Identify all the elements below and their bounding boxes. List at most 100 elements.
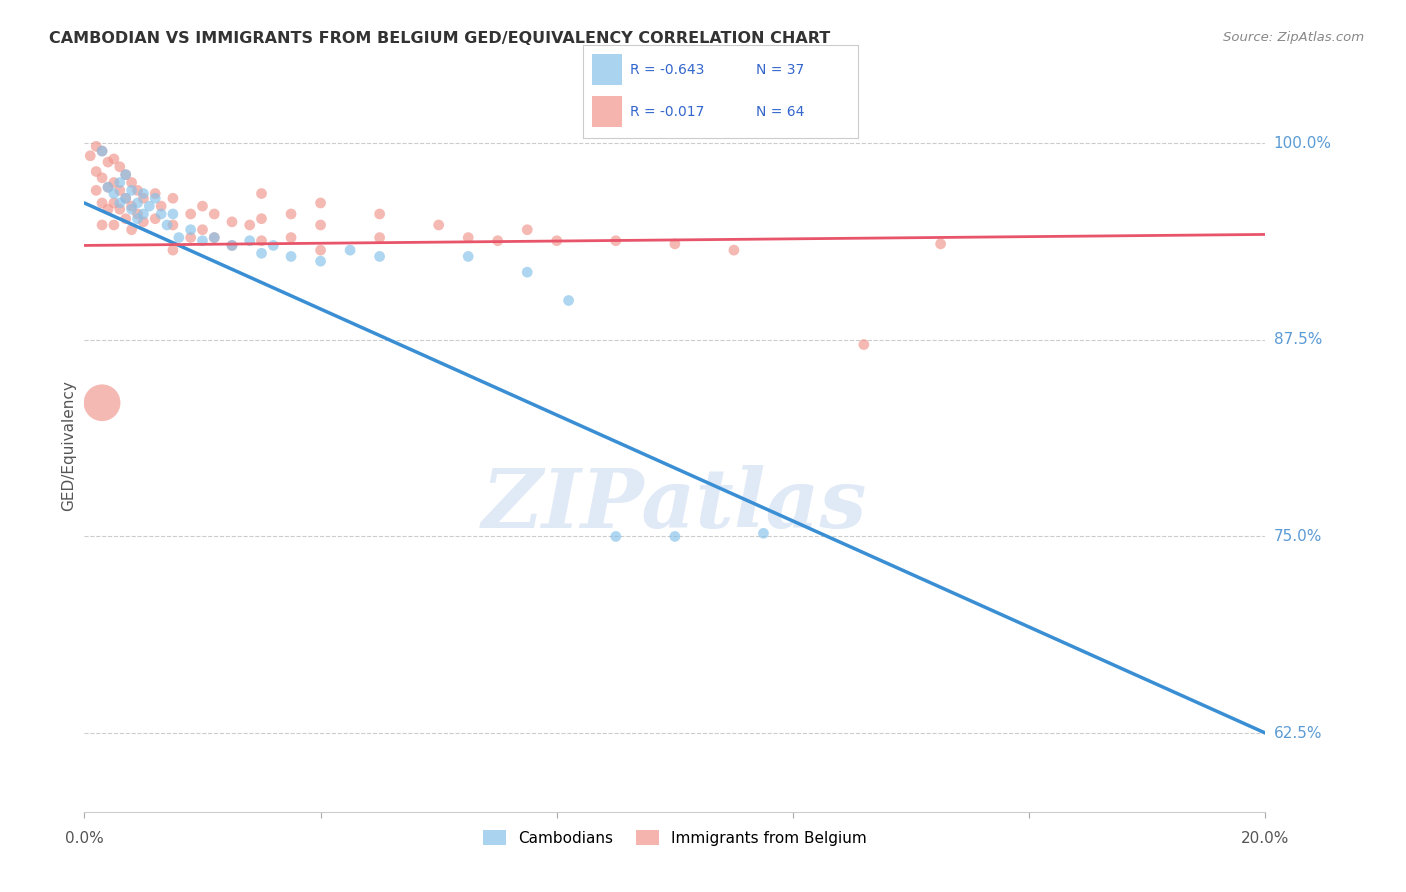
Point bbox=[723, 243, 745, 257]
Point bbox=[132, 191, 155, 205]
Point bbox=[121, 199, 143, 213]
Point bbox=[97, 202, 120, 217]
Point bbox=[250, 246, 273, 260]
Point bbox=[132, 215, 155, 229]
Point bbox=[309, 196, 332, 211]
Point bbox=[191, 199, 214, 213]
Point bbox=[221, 215, 243, 229]
Point bbox=[368, 250, 391, 264]
Point bbox=[91, 196, 114, 211]
Point bbox=[516, 223, 538, 237]
Point bbox=[84, 183, 107, 197]
Point bbox=[664, 236, 686, 251]
Point bbox=[202, 230, 225, 244]
Point bbox=[162, 191, 184, 205]
Point bbox=[309, 218, 332, 232]
Point bbox=[91, 144, 114, 158]
Point bbox=[180, 207, 202, 221]
Point bbox=[516, 265, 538, 279]
Point bbox=[162, 243, 184, 257]
Point bbox=[79, 149, 101, 163]
Point bbox=[368, 207, 391, 221]
Point bbox=[557, 293, 579, 308]
Point bbox=[929, 236, 952, 251]
Point bbox=[191, 223, 214, 237]
Point bbox=[156, 218, 179, 232]
Point bbox=[114, 168, 136, 182]
Point bbox=[280, 230, 302, 244]
Text: CAMBODIAN VS IMMIGRANTS FROM BELGIUM GED/EQUIVALENCY CORRELATION CHART: CAMBODIAN VS IMMIGRANTS FROM BELGIUM GED… bbox=[49, 31, 831, 46]
Point bbox=[127, 207, 149, 221]
Point bbox=[221, 238, 243, 252]
Point bbox=[103, 186, 125, 201]
Point bbox=[103, 152, 125, 166]
Point bbox=[605, 234, 627, 248]
Point bbox=[138, 199, 160, 213]
Point bbox=[114, 191, 136, 205]
Text: 20.0%: 20.0% bbox=[1241, 830, 1289, 846]
Text: 0.0%: 0.0% bbox=[65, 830, 104, 846]
Point bbox=[143, 186, 166, 201]
Point bbox=[121, 176, 143, 190]
Point bbox=[108, 176, 131, 190]
Text: ZIPatlas: ZIPatlas bbox=[482, 465, 868, 544]
Point bbox=[162, 218, 184, 232]
Point bbox=[84, 139, 107, 153]
Point bbox=[180, 223, 202, 237]
Point bbox=[368, 230, 391, 244]
Text: 100.0%: 100.0% bbox=[1274, 136, 1331, 151]
Text: 87.5%: 87.5% bbox=[1274, 333, 1322, 347]
Point bbox=[91, 170, 114, 185]
Point bbox=[97, 180, 120, 194]
Point bbox=[127, 183, 149, 197]
Point bbox=[546, 234, 568, 248]
Point bbox=[852, 337, 875, 351]
Point bbox=[150, 207, 173, 221]
Point bbox=[239, 234, 262, 248]
Point bbox=[132, 207, 155, 221]
Point bbox=[239, 218, 262, 232]
Point bbox=[114, 211, 136, 226]
Point bbox=[339, 243, 361, 257]
Bar bbox=[592, 96, 621, 127]
Point bbox=[457, 230, 479, 244]
Point bbox=[202, 230, 225, 244]
Point bbox=[108, 183, 131, 197]
Point bbox=[103, 196, 125, 211]
Point bbox=[250, 211, 273, 226]
Point bbox=[97, 155, 120, 169]
Legend: Cambodians, Immigrants from Belgium: Cambodians, Immigrants from Belgium bbox=[477, 823, 873, 852]
Point bbox=[427, 218, 450, 232]
Text: 62.5%: 62.5% bbox=[1274, 725, 1322, 740]
Point bbox=[280, 250, 302, 264]
Point bbox=[191, 234, 214, 248]
Text: Source: ZipAtlas.com: Source: ZipAtlas.com bbox=[1223, 31, 1364, 45]
Point bbox=[202, 207, 225, 221]
Y-axis label: GED/Equivalency: GED/Equivalency bbox=[60, 381, 76, 511]
Point bbox=[121, 202, 143, 217]
Point bbox=[132, 186, 155, 201]
Text: 75.0%: 75.0% bbox=[1274, 529, 1322, 544]
Point bbox=[114, 191, 136, 205]
Point bbox=[108, 202, 131, 217]
Point bbox=[309, 254, 332, 268]
Bar bbox=[592, 54, 621, 85]
Point bbox=[103, 218, 125, 232]
Point bbox=[91, 396, 114, 410]
Point bbox=[664, 529, 686, 543]
Point bbox=[127, 196, 149, 211]
Point bbox=[250, 186, 273, 201]
Point bbox=[91, 144, 114, 158]
Point bbox=[221, 238, 243, 252]
Point bbox=[262, 238, 284, 252]
Point bbox=[121, 183, 143, 197]
Point bbox=[108, 196, 131, 211]
Point bbox=[150, 199, 173, 213]
Text: R = -0.017: R = -0.017 bbox=[630, 105, 704, 119]
Point bbox=[167, 230, 190, 244]
Point bbox=[486, 234, 509, 248]
Point bbox=[1029, 815, 1052, 830]
Text: N = 64: N = 64 bbox=[756, 105, 804, 119]
Point bbox=[108, 160, 131, 174]
Point bbox=[127, 211, 149, 226]
